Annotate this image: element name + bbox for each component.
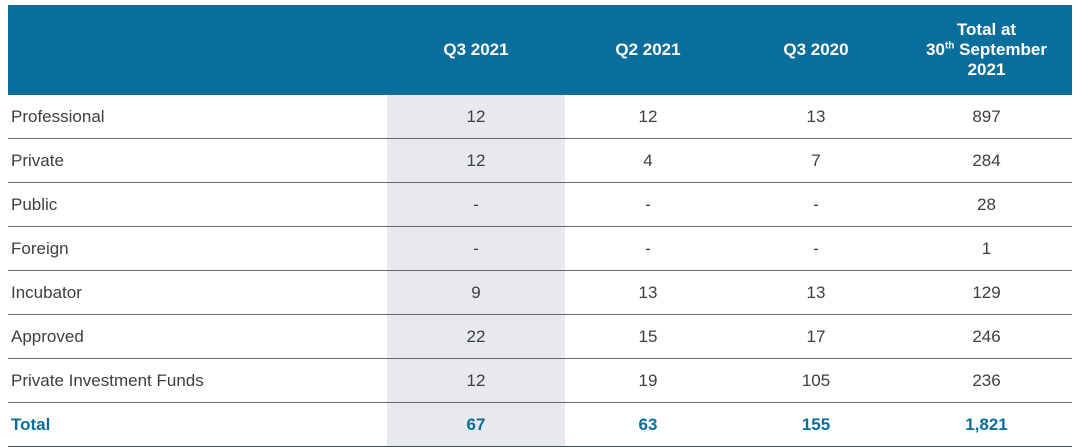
total-cell-total: 1,821	[965, 414, 1008, 434]
cell-q2-2021: 19	[565, 358, 731, 403]
header-row: Q3 2021 Q2 2021 Q3 2020 Total at 30th Sep…	[8, 5, 1072, 95]
cell-q3-2021: 22	[387, 314, 565, 359]
table-row: Foreign - - - 1	[8, 226, 1072, 271]
cell-q3-2021: 12	[387, 138, 565, 183]
cell-q3-2020: -	[731, 182, 901, 227]
cell-q3-2021: 9	[387, 270, 565, 315]
cell-total: 246	[901, 314, 1072, 359]
header-total-month: September	[954, 40, 1047, 59]
table-row: Public - - - 28	[8, 182, 1072, 227]
cell-total: 129	[901, 270, 1072, 315]
row-label: Foreign	[8, 226, 387, 271]
header-q2-2021: Q2 2021	[565, 5, 731, 95]
table-row: Incubator 9 13 13 129	[8, 270, 1072, 315]
total-cell-q2-2021: 63	[638, 414, 658, 434]
header-total-day: 30	[926, 40, 945, 59]
cell-q2-2021: 12	[565, 95, 731, 139]
row-label: Private Investment Funds	[8, 358, 387, 403]
cell-total: 284	[901, 138, 1072, 183]
row-label: Private	[8, 138, 387, 183]
cell-q2-2021: 13	[565, 270, 731, 315]
cell-q2-2021: -	[565, 226, 731, 271]
table-row: Approved 22 15 17 246	[8, 314, 1072, 359]
total-row: Total 67 63 155 1,821	[8, 402, 1072, 447]
cell-q3-2020: 7	[731, 138, 901, 183]
cell-q3-2021: 12	[387, 95, 565, 139]
cell-q3-2021: -	[387, 182, 565, 227]
cell-total: 1	[901, 226, 1072, 271]
header-total-year: 2021	[967, 60, 1006, 79]
total-row-label: Total	[11, 414, 51, 434]
header-total-at-date: Total at 30th September 2021	[901, 5, 1072, 95]
cell-q3-2020: 13	[731, 270, 901, 315]
cell-total: 28	[901, 182, 1072, 227]
funds-by-category-table: Q3 2021 Q2 2021 Q3 2020 Total at 30th Sep…	[8, 5, 1072, 447]
cell-q3-2020: -	[731, 226, 901, 271]
table-header: Q3 2021 Q2 2021 Q3 2020 Total at 30th Sep…	[8, 5, 1072, 95]
cell-q3-2020: 13	[731, 95, 901, 139]
cell-q3-2021: -	[387, 226, 565, 271]
cell-q3-2020: 17	[731, 314, 901, 359]
row-label: Approved	[8, 314, 387, 359]
table-row: Private Investment Funds 12 19 105 236	[8, 358, 1072, 403]
row-label: Public	[8, 182, 387, 227]
table-row: Private 12 4 7 284	[8, 138, 1072, 183]
table-body: Professional 12 12 13 897 Private 12 4 7…	[8, 95, 1072, 447]
header-q3-2020: Q3 2020	[731, 5, 901, 95]
row-label: Professional	[8, 95, 387, 139]
cell-total: 897	[901, 95, 1072, 139]
total-cell-q3-2020: 155	[801, 414, 831, 434]
cell-total: 236	[901, 358, 1072, 403]
table-row: Professional 12 12 13 897	[8, 95, 1072, 139]
cell-q3-2021: 12	[387, 358, 565, 403]
cell-q2-2021: 4	[565, 138, 731, 183]
cell-q2-2021: 15	[565, 314, 731, 359]
total-cell-q3-2021: 67	[387, 402, 565, 447]
header-q3-2021: Q3 2021	[387, 5, 565, 95]
row-label: Incubator	[8, 270, 387, 315]
header-category	[8, 5, 387, 95]
cell-q2-2021: -	[565, 182, 731, 227]
header-total-line1: Total at	[956, 20, 1017, 39]
header-total-ordinal: th	[944, 40, 955, 52]
cell-q3-2020: 105	[731, 358, 901, 403]
